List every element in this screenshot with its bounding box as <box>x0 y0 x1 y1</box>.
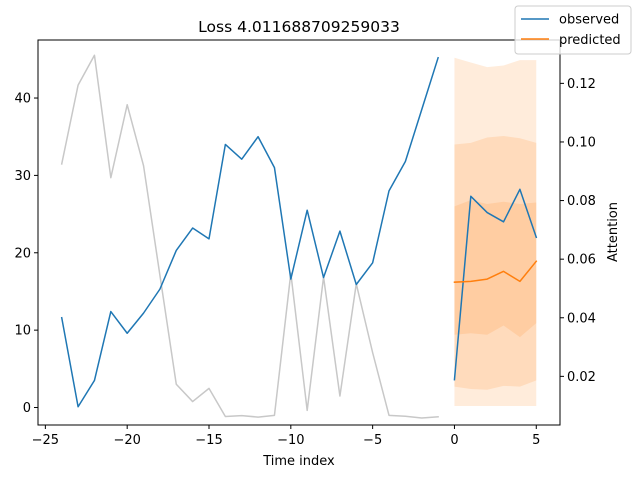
attention-lines <box>60 54 439 419</box>
y2-tick-label: 0.02 <box>567 370 596 385</box>
observed-line-0 <box>60 56 440 408</box>
attention-line-3 <box>60 54 439 419</box>
prediction-band-0 <box>454 57 537 406</box>
x-axis-label: Time index <box>262 454 335 469</box>
legend-box <box>514 5 632 55</box>
x-tick-label: −25 <box>32 433 59 448</box>
y2-tick-label: 0.08 <box>567 194 596 209</box>
y-tick-label: 40 <box>14 92 31 107</box>
y2-tick-label: 0.04 <box>567 311 596 326</box>
y2-tick-label: 0.06 <box>567 253 596 268</box>
prediction-band-2 <box>454 200 537 338</box>
x-tick-label: 5 <box>532 433 540 448</box>
y-tick-label: 20 <box>14 246 31 261</box>
legend-predicted-label: predicted <box>559 33 621 48</box>
observed-line-1 <box>453 188 538 381</box>
legend: observed predicted <box>514 5 632 55</box>
plot-frame <box>37 39 561 426</box>
y2-axis-label: Attention <box>606 202 621 262</box>
x-tick-label: −20 <box>113 433 140 448</box>
ticks: −25 −20 −15 −10 −5 0 5 0 10 20 30 40 0.02 0.04 0.06 0.0… <box>14 77 596 448</box>
y2-tick-label: 0.10 <box>567 135 596 150</box>
x-tick-label: −10 <box>277 433 304 448</box>
x-tick-label: −15 <box>195 433 222 448</box>
chart-title: Loss 4.011688709259033 <box>198 18 400 36</box>
prediction-bands <box>454 57 537 406</box>
axes <box>37 39 561 426</box>
x-tick-label: 0 <box>450 433 458 448</box>
predicted-line-2 <box>453 260 538 283</box>
x-tick-label: −5 <box>363 433 382 448</box>
y-tick-label: 10 <box>14 324 31 339</box>
series-lines <box>60 56 538 408</box>
y-tick-label: 0 <box>23 401 31 416</box>
y-tick-label: 30 <box>14 169 31 184</box>
y2-tick-label: 0.12 <box>567 77 596 92</box>
legend-observed-label: observed <box>559 13 619 28</box>
